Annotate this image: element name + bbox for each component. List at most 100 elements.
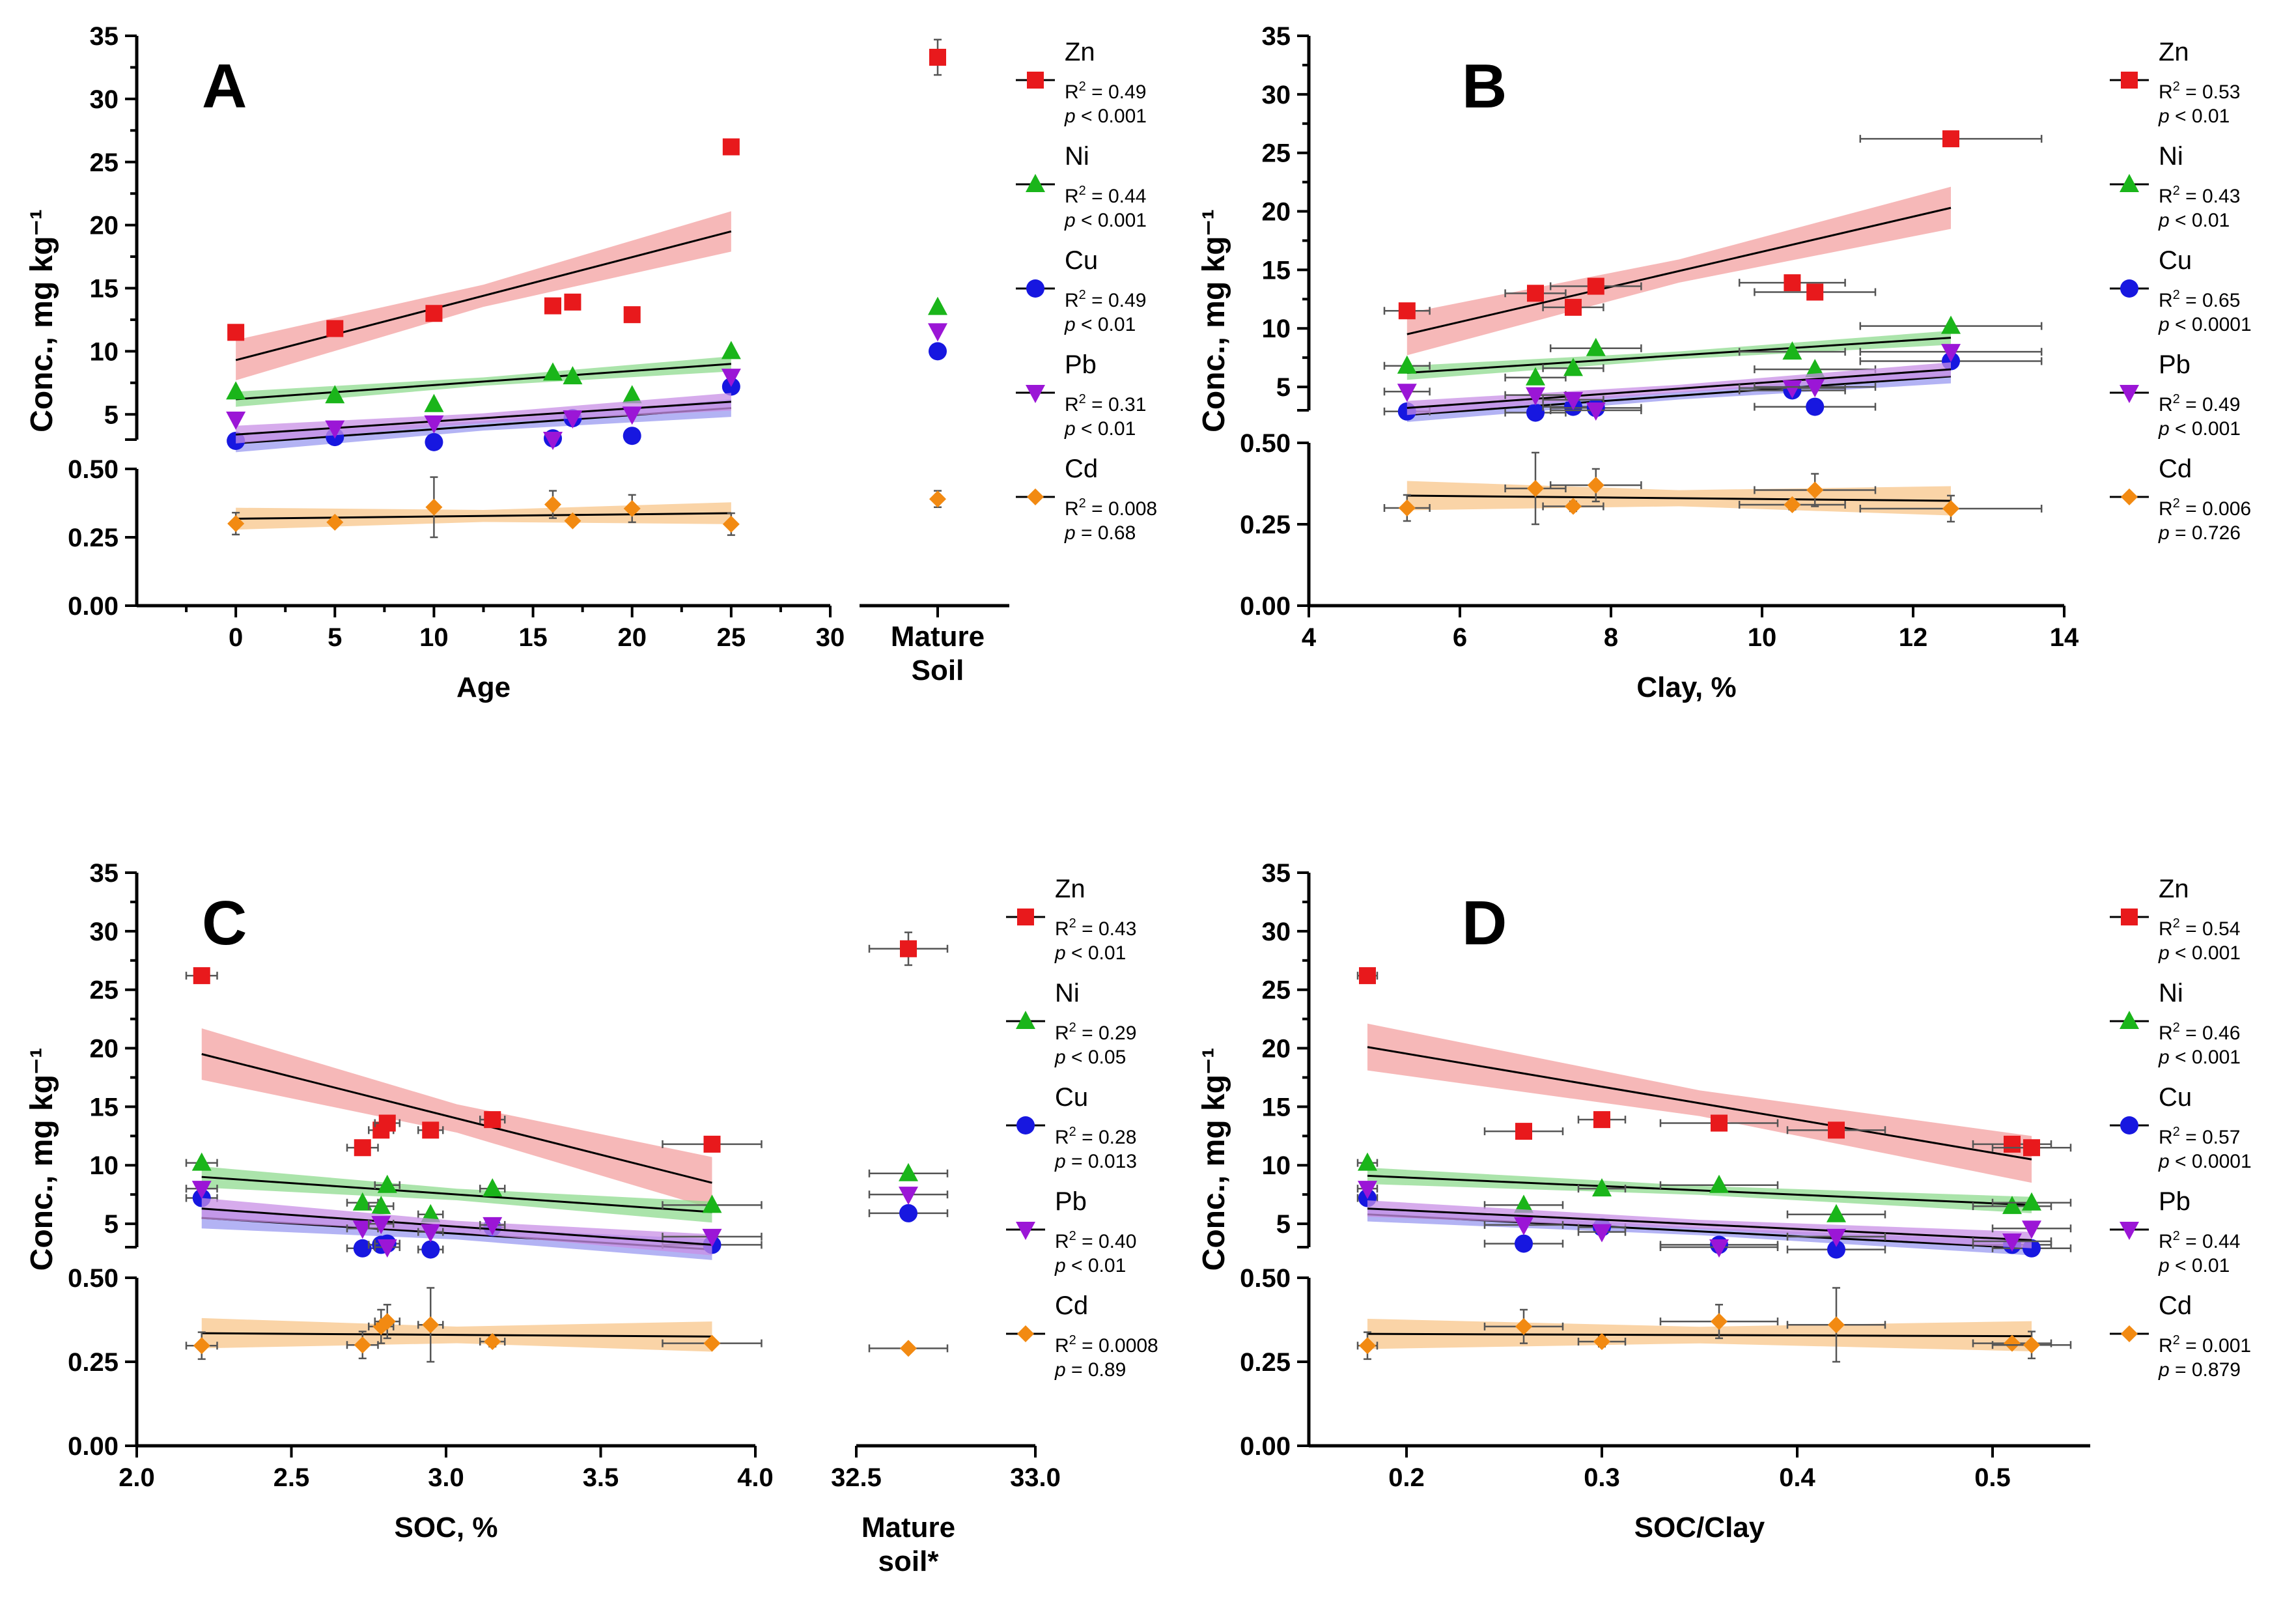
mature-soil-point [929,342,947,361]
legend-label: Zn [1055,875,1085,903]
data-point [226,412,246,430]
legend-label: Pb [2159,1187,2191,1216]
data-point [702,1228,722,1247]
legend-r2: R2 = 0.54 [2159,916,2240,940]
regression-line [1407,375,1952,416]
mature-soil-point [929,490,946,508]
data-point [378,1114,396,1132]
data-point [564,512,581,529]
panel-letter: A [202,51,247,121]
legend-p-value: p < 0.01 [1054,942,1126,964]
data-point [326,513,344,531]
legend-r2: R2 = 0.49 [2159,392,2240,416]
regression-line [236,401,731,436]
y-tick-label: 25 [1262,139,1291,168]
data-point [325,385,345,404]
data-point [1515,1234,1533,1253]
y-tick-label: 20 [1262,198,1291,227]
data-point [1941,344,1961,363]
extra-category-label: Soil [912,655,964,686]
legend-entry-cu: Cu R2 = 0.49 p < 0.01 [1016,246,1146,335]
x-tick-label: 10 [1748,623,1777,652]
legend-r2: R2 = 0.40 [1055,1229,1136,1252]
data-point [1593,1333,1610,1351]
legend-marker [1016,1222,1035,1240]
y-tick-label: 5 [1276,1210,1291,1239]
legend-r2: R2 = 0.28 [1055,1125,1136,1148]
data-point [1805,359,1825,378]
data-point [326,320,344,337]
y-tick-label: 25 [90,976,119,1005]
data-point [424,393,444,412]
data-point [543,432,563,450]
legend-p-value: p < 0.05 [1054,1047,1126,1068]
mature-soil-point [899,1187,918,1205]
legend-r2: R2 = 0.0008 [1055,1333,1158,1357]
data-point [1515,1123,1532,1140]
legend-entry-cu: Cu R2 = 0.57 p < 0.0001 [2110,1083,2252,1172]
y-tick-label: 0.00 [68,592,119,621]
legend-p-value: p = 0.89 [1054,1359,1126,1381]
legend-label: Zn [2159,38,2189,66]
legend-r2: R2 = 0.57 [2159,1125,2240,1148]
data-point [564,293,581,311]
legend-p-value: p < 0.0001 [2158,1151,2252,1172]
panel-A: 5 10 15 20 25 30 35 0.00 0.25 0.50 0 5 10 15 20 25 30 Age… [25,22,1157,703]
legend-entry-ni: Ni R2 = 0.43 p < 0.01 [2110,142,2240,231]
legend-marker [1016,1116,1035,1134]
x-tick-label: 4.0 [737,1463,774,1492]
y-axis-label: Conc., mg kg⁻¹ [1197,1048,1231,1271]
series-zn [1356,967,2072,1183]
y-axis-label: Conc., mg kg⁻¹ [25,1048,59,1271]
mature-soil-point [929,48,946,66]
data-point [544,297,561,315]
y-axis-label: Conc., mg kg⁻¹ [1197,209,1231,432]
regression-line [201,1207,712,1246]
data-point [1711,1313,1728,1331]
legend-marker [1026,174,1045,192]
data-point [2002,1233,2022,1252]
y-tick-label: 5 [104,1210,119,1239]
legend-r2: R2 = 0.29 [1055,1021,1136,1044]
x-tick-label: 10 [419,623,449,652]
y-tick-label: 35 [1262,859,1291,888]
legend-entry-zn: Zn R2 = 0.54p < 0.001 [2110,875,2241,964]
x-tick-label: 32.5 [831,1463,882,1492]
y-tick-label: 25 [90,148,119,177]
legend-marker [2120,1011,2139,1029]
x-tick-label: 0.4 [1779,1463,1815,1492]
legend-label: Cu [2159,246,2192,275]
legend-marker [2120,1116,2138,1134]
data-point [1514,1217,1533,1235]
y-tick-label: 0.50 [1240,1264,1291,1293]
data-point [703,1135,721,1153]
data-point [1827,1228,1846,1247]
extra-category-label: Mature [861,1512,955,1543]
data-point [1942,130,1959,148]
series-cd [1356,1287,2072,1363]
legend-label: Ni [2159,142,2183,171]
data-point [1563,391,1583,410]
data-point [563,410,583,429]
data-point [1398,500,1416,516]
legend-r2: R2 = 0.65 [2159,288,2240,311]
x-tick-label: 2.5 [273,1463,310,1492]
y-tick-label: 15 [1262,256,1291,285]
data-point [422,1121,440,1139]
data-point [1784,496,1801,513]
legend-r2: R2 = 0.31 [1065,392,1146,416]
legend-label: Cd [1065,455,1098,483]
series-zn [185,931,949,1209]
data-point [1565,298,1582,316]
legend-r2: R2 = 0.53 [2159,79,2240,103]
legend-entry-cu: Cu R2 = 0.65 p < 0.0001 [2110,246,2252,335]
data-point [421,1204,441,1222]
data-point [1782,341,1802,360]
y-tick-label: 35 [90,22,119,51]
legend-p-value: p < 0.001 [2158,942,2241,964]
legend-label: Cu [1065,246,1098,275]
y-tick-label: 30 [90,918,119,946]
y-tick-label: 35 [1262,22,1291,51]
legend-p-value: p < 0.01 [2158,210,2230,231]
data-point [1828,1121,1845,1139]
